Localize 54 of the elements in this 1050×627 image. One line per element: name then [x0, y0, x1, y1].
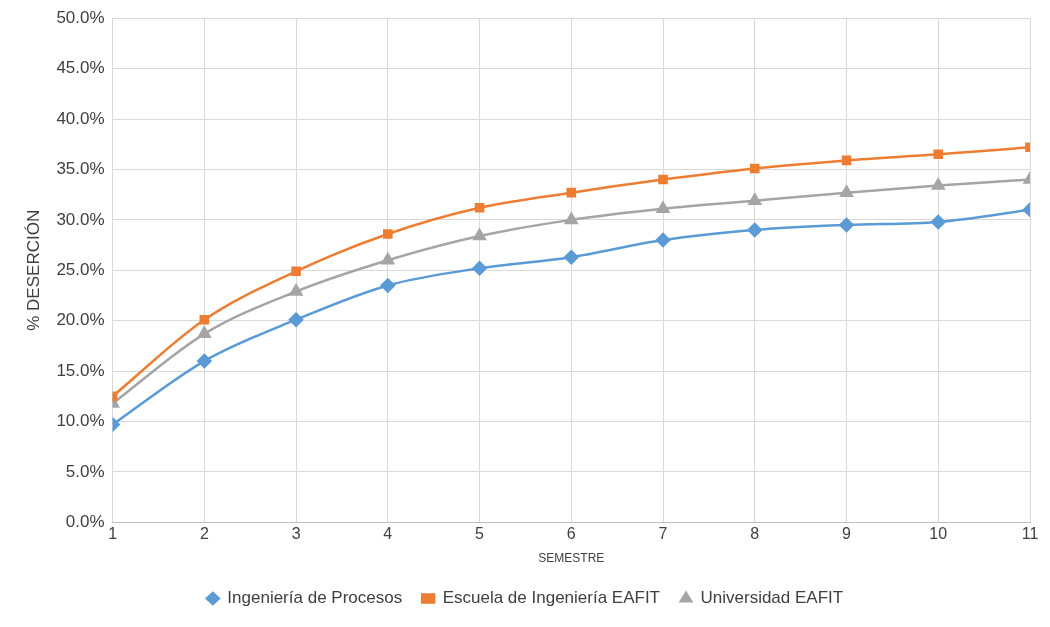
y-tick-label: 35.0%	[56, 159, 105, 179]
point	[931, 178, 945, 190]
y-axis-title: % DESERCIÓN	[23, 209, 43, 331]
point	[289, 284, 303, 296]
point	[288, 312, 304, 327]
point	[197, 326, 211, 339]
x-tick-label: 9	[842, 525, 852, 543]
y-tick-label: 50.0%	[56, 7, 105, 27]
point	[564, 249, 579, 265]
point	[564, 212, 578, 225]
x-tick-label: 8	[750, 525, 760, 543]
x-tick-label: 7	[658, 525, 668, 543]
point	[381, 252, 395, 265]
point	[841, 155, 852, 166]
y-tick-label: 40.0%	[56, 108, 105, 128]
x-tick-label: 2	[199, 525, 209, 543]
x-tick-label: 6	[566, 525, 576, 543]
point	[658, 174, 668, 185]
y-tick-label: 15.0%	[56, 360, 105, 380]
x-tick-label: 11	[1021, 525, 1039, 543]
y-tick-label: 0.0%	[65, 512, 105, 532]
x-tick-label: 3	[291, 525, 301, 543]
legend-label: Ingeniería de Procesos	[227, 588, 403, 608]
point	[840, 185, 853, 197]
legend-label: Universidad EAFIT	[700, 588, 844, 608]
point	[197, 353, 212, 369]
point	[383, 229, 393, 239]
point	[933, 149, 944, 160]
y-tick-label: 5.0%	[65, 461, 105, 481]
x-tick-label: 1	[108, 525, 118, 543]
point	[750, 163, 760, 174]
point	[748, 193, 762, 205]
point	[747, 222, 763, 238]
point	[655, 232, 671, 248]
point	[931, 214, 946, 230]
y-tick-label: 25.0%	[56, 259, 105, 279]
point	[566, 187, 577, 198]
x-tick-label: 10	[929, 525, 948, 543]
legend-label: Escuela de Ingeniería EAFIT	[442, 588, 661, 608]
point	[473, 228, 487, 241]
x-axis-title: SEMESTRE	[538, 551, 605, 566]
y-tick-label: 30.0%	[56, 209, 105, 229]
point	[291, 266, 301, 277]
y-tick-label: 10.0%	[56, 411, 105, 431]
point	[199, 314, 210, 325]
point	[839, 217, 854, 233]
point	[656, 201, 670, 214]
point	[472, 261, 487, 276]
y-tick-label: 20.0%	[56, 310, 105, 330]
point	[380, 278, 396, 293]
point	[474, 202, 485, 213]
y-tick-label: 45.0%	[56, 58, 105, 78]
x-tick-label: 4	[383, 525, 393, 543]
x-tick-label: 5	[475, 525, 485, 543]
